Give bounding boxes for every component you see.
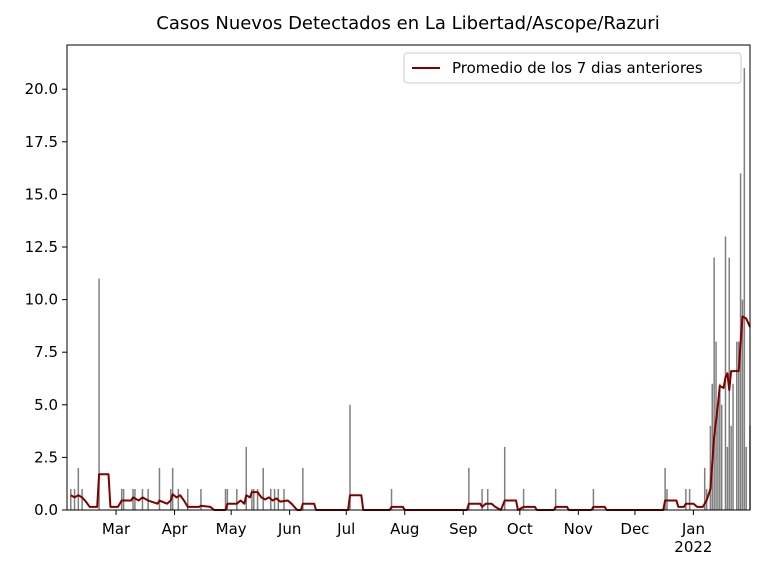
- y-tick-label: 20.0: [25, 80, 58, 98]
- bar: [253, 488, 255, 510]
- bar: [224, 488, 227, 510]
- bar: [719, 383, 721, 510]
- bar: [503, 446, 506, 510]
- y-tick-label: 7.5: [34, 343, 58, 361]
- bar: [73, 488, 76, 510]
- bar: [713, 257, 715, 510]
- bar: [741, 299, 744, 510]
- bar: [302, 467, 304, 510]
- bar: [158, 467, 161, 510]
- legend-label: Promedio de los 7 dias anteriores: [452, 59, 703, 77]
- x-tick-label: Sep: [449, 520, 477, 538]
- bar: [724, 236, 727, 510]
- bar: [251, 488, 253, 510]
- bar: [730, 425, 732, 510]
- bar: [709, 425, 712, 510]
- legend-box: [403, 52, 742, 84]
- bar: [592, 488, 595, 510]
- y-tick-label: 0.0: [34, 501, 58, 519]
- x-tick-label: May: [216, 520, 247, 538]
- chart-title: Casos Nuevos Detectados en La Libertad/A…: [156, 13, 659, 34]
- bar: [468, 467, 470, 510]
- bar: [732, 383, 734, 510]
- bar: [703, 467, 706, 510]
- x-tick-label: Aug: [390, 520, 419, 538]
- bar: [522, 488, 525, 510]
- y-tick-label: 17.5: [25, 133, 58, 151]
- x-tick-label: Dec: [620, 520, 649, 538]
- y-tick-label: 15.0: [25, 185, 58, 203]
- bar: [664, 467, 666, 510]
- x-tick-label: Oct: [507, 520, 533, 538]
- bar: [236, 488, 238, 510]
- bar: [726, 446, 729, 510]
- bar: [122, 488, 125, 510]
- bar: [141, 488, 144, 510]
- bar: [120, 488, 123, 510]
- bar: [81, 488, 83, 510]
- bar: [486, 488, 489, 510]
- x-tick-label: Jan 2022: [674, 520, 712, 556]
- bar: [226, 488, 229, 510]
- x-tick-label: Jul: [336, 520, 355, 538]
- bar: [743, 68, 746, 510]
- bar: [171, 467, 174, 510]
- bar: [70, 488, 72, 510]
- bar: [186, 488, 189, 510]
- bar: [177, 488, 180, 510]
- bar: [349, 404, 351, 510]
- bar: [720, 404, 723, 510]
- bar: [685, 488, 687, 510]
- bar: [256, 488, 259, 510]
- x-tick-label: Nov: [564, 520, 593, 538]
- bar: [745, 446, 747, 510]
- x-tick-label: Mar: [102, 520, 131, 538]
- bar: [98, 278, 100, 510]
- bar: [481, 488, 483, 510]
- bar: [200, 488, 202, 510]
- bar: [262, 467, 264, 510]
- bar: [737, 341, 740, 510]
- bar: [688, 488, 691, 510]
- y-tick-label: 2.5: [34, 448, 58, 466]
- x-tick-label-line: 2022: [674, 538, 712, 556]
- y-tick-label: 12.5: [25, 238, 58, 256]
- bar: [390, 488, 393, 510]
- y-tick-label: 10.0: [25, 291, 58, 309]
- x-tick-label-line: Jan: [681, 520, 705, 538]
- x-tick-label: Jun: [277, 520, 301, 538]
- bar: [666, 488, 668, 510]
- bar: [132, 488, 134, 510]
- bar: [77, 467, 80, 510]
- bar: [554, 488, 557, 510]
- bar: [711, 383, 714, 510]
- axes-frame: [66, 44, 751, 511]
- bar: [717, 404, 719, 510]
- bar: [245, 446, 247, 510]
- bar: [283, 488, 285, 510]
- x-tick-label: Apr: [162, 520, 189, 538]
- bar: [736, 341, 738, 510]
- y-tick-label: 5.0: [34, 396, 58, 414]
